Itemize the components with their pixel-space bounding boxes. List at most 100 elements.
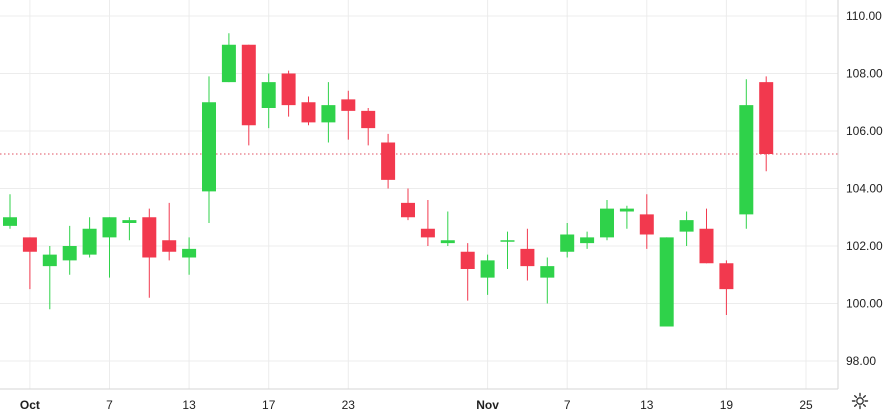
candle-up — [540, 257, 555, 304]
candle-down — [162, 202, 177, 261]
y-tick-label: 98.00 — [846, 354, 876, 368]
candle-body — [401, 202, 415, 218]
candle-down — [301, 96, 316, 126]
candle-down — [401, 188, 415, 221]
candle-down — [639, 194, 654, 249]
y-tick-label: 110.00 — [846, 9, 882, 23]
candle-body — [679, 220, 694, 232]
candle-body — [221, 44, 236, 83]
candle-body — [560, 234, 575, 252]
x-tick-label: 25 — [799, 398, 813, 412]
candle-body — [102, 217, 117, 238]
candle-body — [600, 208, 614, 238]
candle-up — [122, 217, 137, 241]
candle-body — [420, 228, 435, 238]
candle-up — [619, 205, 634, 229]
candle-body — [381, 142, 396, 180]
candle-up — [182, 237, 197, 275]
candle-body — [619, 208, 634, 212]
candle-body — [440, 240, 455, 244]
candle-up — [679, 211, 694, 246]
y-tick-label: 100.00 — [846, 297, 883, 311]
candle-body — [301, 102, 316, 123]
candle-body — [281, 73, 296, 106]
candle-body — [62, 246, 77, 261]
candle-down — [520, 228, 535, 281]
gear-icon[interactable] — [851, 392, 869, 410]
x-tick-label: 7 — [106, 398, 113, 412]
candle-up — [3, 194, 17, 229]
x-tick-label: 7 — [564, 398, 571, 412]
candle-body — [82, 228, 97, 255]
candle-up — [321, 82, 336, 143]
candle-body — [739, 105, 754, 215]
x-tick-label: 13 — [640, 398, 654, 412]
candle-up — [500, 231, 515, 269]
candle-down — [22, 237, 37, 290]
candle-body — [480, 260, 495, 278]
candle-body — [182, 248, 197, 258]
x-tick-label: 19 — [720, 398, 734, 412]
candle-down — [281, 70, 296, 117]
candle-up — [202, 76, 216, 223]
candle-body — [719, 263, 734, 290]
candle-up — [600, 200, 614, 241]
x-tick-label: 17 — [262, 398, 276, 412]
candle-body — [42, 254, 57, 267]
candle-body — [520, 248, 535, 267]
candle-up — [560, 223, 575, 258]
candle-up — [42, 246, 57, 310]
candle-up — [221, 33, 236, 83]
y-tick-label: 108.00 — [846, 67, 883, 81]
y-tick-label: 106.00 — [846, 124, 883, 138]
candle-down — [759, 76, 774, 172]
candle-up — [580, 231, 595, 249]
y-tick-label: 104.00 — [846, 182, 883, 196]
candle-body — [202, 102, 216, 192]
candle-up — [62, 225, 77, 275]
candle-up — [659, 237, 674, 327]
x-tick-label: 13 — [182, 398, 196, 412]
candle-body — [122, 220, 137, 223]
candle-down — [699, 208, 714, 264]
candle-up — [261, 73, 276, 129]
candle-down — [460, 243, 475, 301]
candle-down — [341, 90, 356, 140]
candle-body — [361, 110, 376, 129]
candle-body — [241, 44, 256, 126]
x-tick-label: 23 — [342, 398, 356, 412]
candle-up — [82, 217, 97, 258]
candle-down — [381, 133, 396, 189]
candle-up — [739, 79, 754, 229]
candle-down — [719, 260, 734, 315]
candle-down — [361, 108, 376, 146]
grid-lines — [0, 0, 839, 390]
candle-up — [480, 254, 495, 295]
candle-up — [102, 217, 117, 278]
x-axis: Oct 7 13 17 23 Nov 7 13 19 25 — [20, 398, 813, 412]
candle-body — [22, 237, 37, 252]
candle-body — [500, 240, 515, 242]
y-tick-label: 102.00 — [846, 239, 883, 253]
candle-body — [341, 99, 356, 111]
candle-body — [540, 266, 555, 278]
candle-down — [142, 208, 157, 298]
candle-body — [639, 214, 654, 235]
candle-down — [241, 44, 256, 146]
candle-body — [3, 217, 17, 226]
candle-body — [659, 237, 674, 327]
candle-body — [759, 82, 774, 154]
candles — [3, 33, 774, 327]
candle-body — [580, 237, 595, 244]
candle-down — [420, 200, 435, 246]
candle-body — [162, 240, 177, 252]
candle-up — [440, 211, 455, 246]
candle-body — [699, 228, 714, 264]
candle-body — [460, 251, 475, 269]
x-tick-label: Oct — [20, 398, 40, 412]
candle-body — [261, 82, 276, 108]
x-tick-label: Nov — [476, 398, 499, 412]
candle-body — [142, 217, 157, 258]
